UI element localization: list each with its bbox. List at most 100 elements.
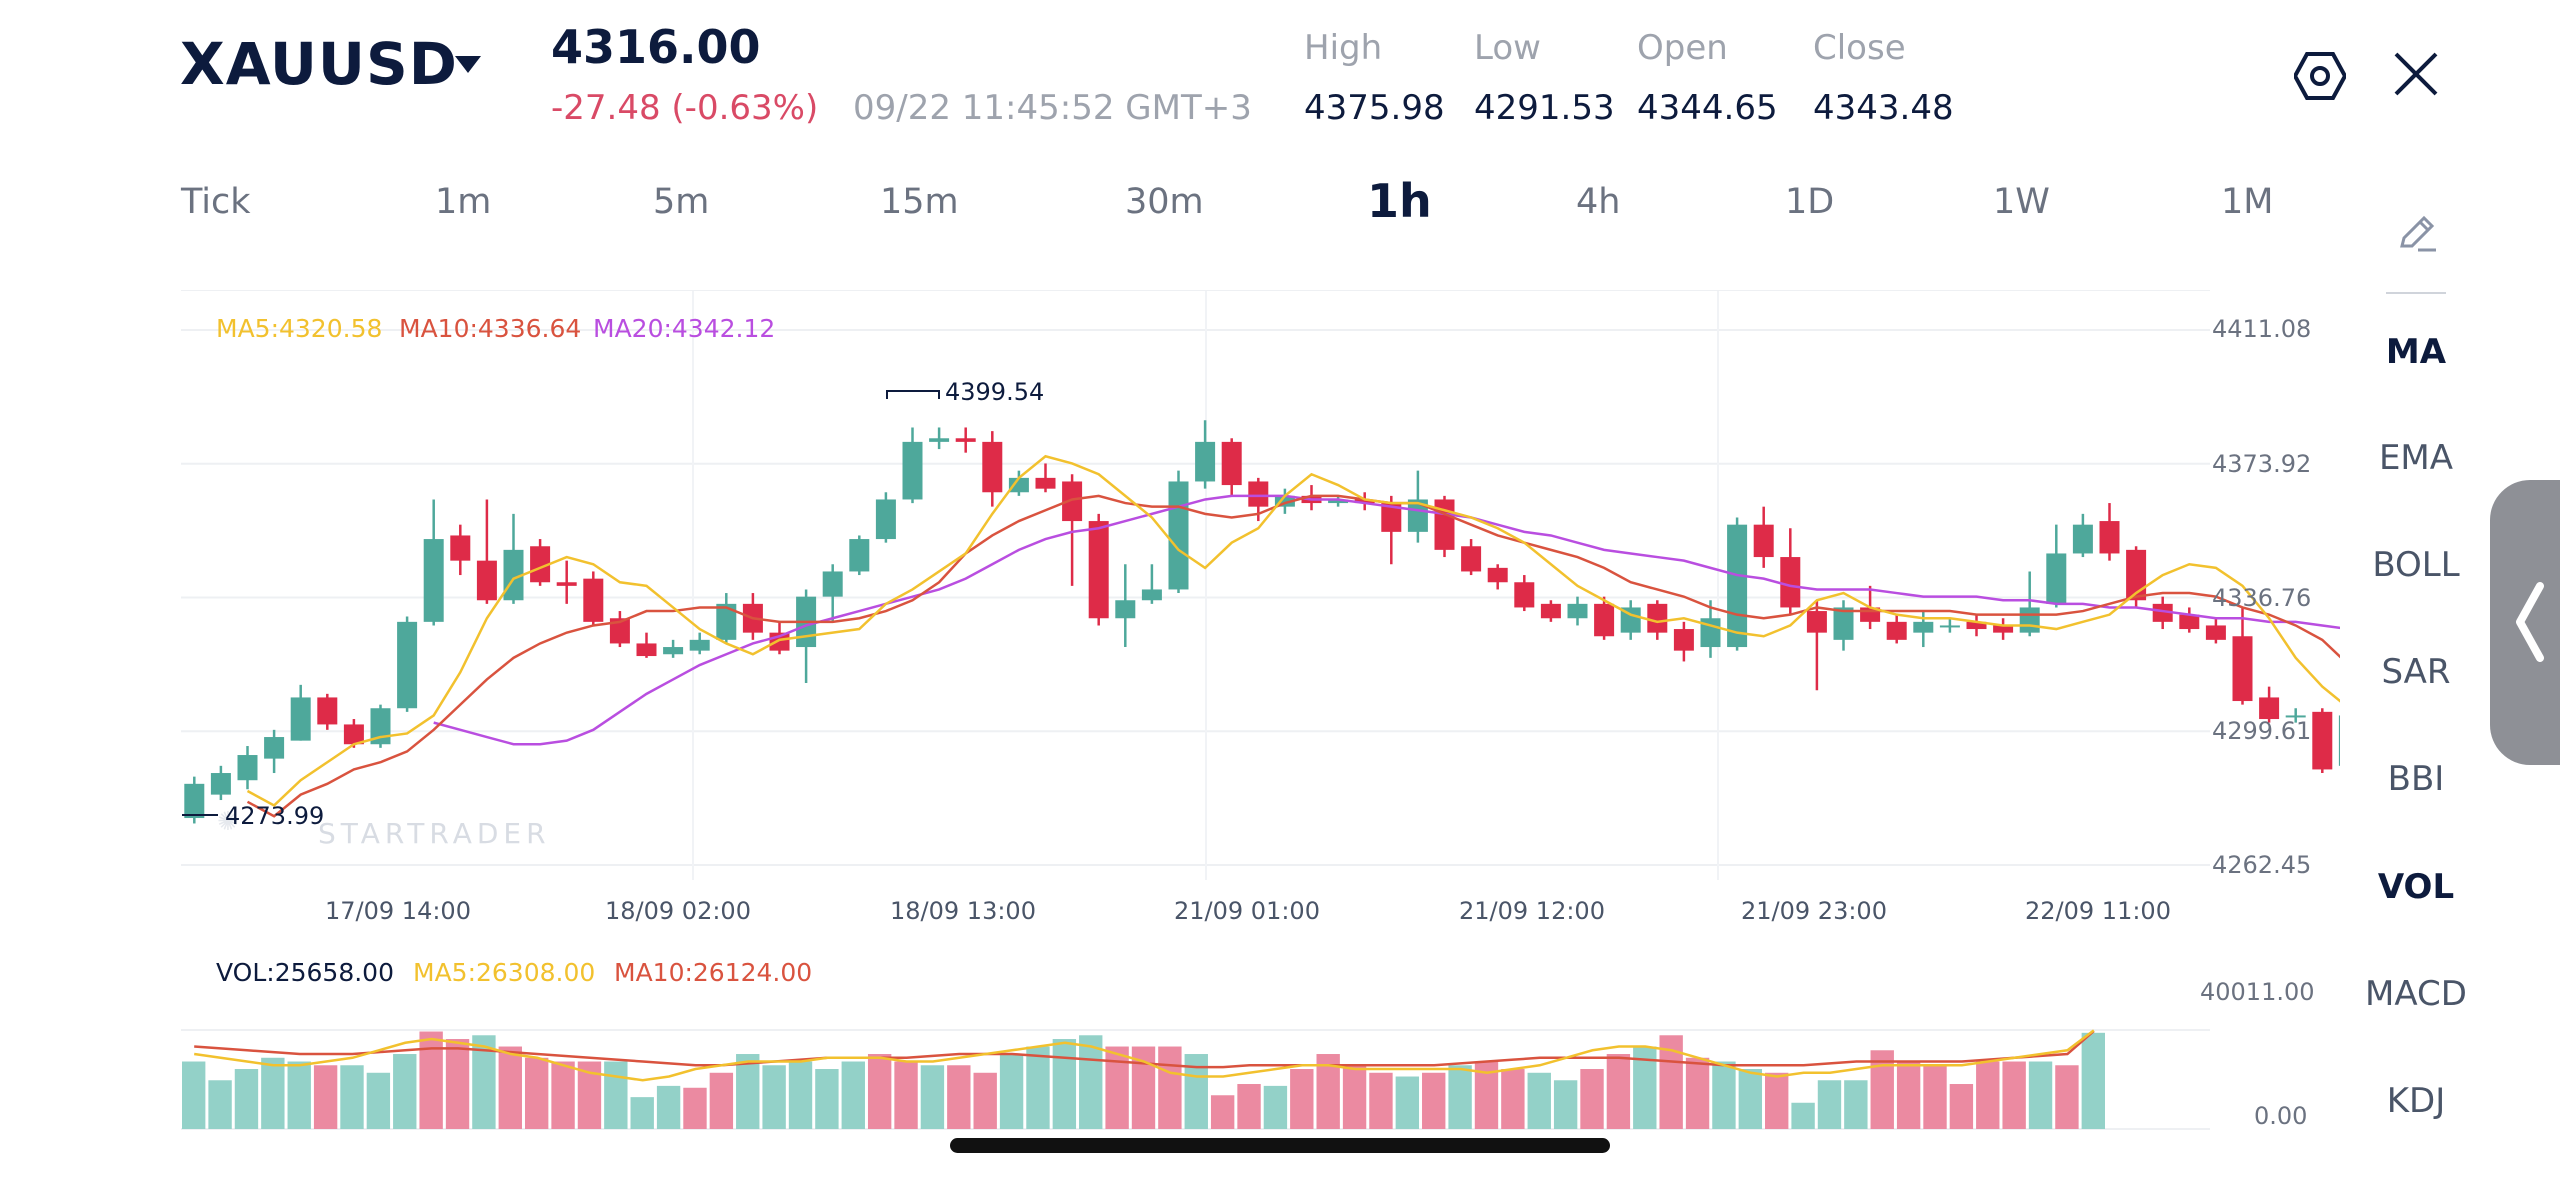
- vol-y-axis-label: 40011.00: [2200, 978, 2315, 1006]
- volume-bar: [1184, 1054, 1208, 1129]
- tab-1d[interactable]: 1D: [1785, 182, 1835, 222]
- candle: [849, 539, 870, 572]
- candle: [264, 737, 285, 759]
- symbol-selector[interactable]: XAUUSD: [180, 30, 458, 98]
- indicator-kdj[interactable]: KDJ: [2386, 1081, 2446, 1121]
- candle: [1567, 603, 1588, 619]
- tab-tick[interactable]: Tick: [181, 182, 251, 222]
- candle: [450, 535, 471, 561]
- tab-1m[interactable]: 1m: [435, 182, 492, 222]
- current-price: 4316.00: [551, 20, 761, 74]
- pencil-draw-icon[interactable]: [2396, 212, 2438, 254]
- candle: [636, 643, 657, 657]
- candlestick-chart[interactable]: STARTRADER ✺ 4399.54 4273.99: [0, 290, 2340, 900]
- svg-text:4273.99: 4273.99: [225, 802, 324, 830]
- vol-ma10-line: [194, 1030, 2095, 1069]
- volume-bar: [1263, 1085, 1288, 1129]
- volume-bar: [1448, 1065, 1472, 1129]
- candle: [716, 603, 737, 640]
- tab-5m[interactable]: 5m: [653, 182, 710, 222]
- candle: [397, 621, 418, 709]
- tab-4h[interactable]: 4h: [1576, 182, 1621, 222]
- volume-bar: [973, 1072, 997, 1129]
- x-axis-label: 22/09 11:00: [2025, 897, 2171, 925]
- indicator-ma[interactable]: MA: [2385, 332, 2447, 372]
- candle: [210, 773, 231, 795]
- hexagon-settings-icon[interactable]: [2294, 50, 2346, 102]
- candle: [1806, 611, 1827, 633]
- candle: [1115, 600, 1136, 619]
- indicator-sar[interactable]: SAR: [2381, 652, 2451, 692]
- volume-bar: [788, 1061, 813, 1129]
- close-icon[interactable]: [2392, 50, 2440, 98]
- volume-bar: [1976, 1061, 2000, 1129]
- x-axis-label: 18/09 02:00: [605, 897, 751, 925]
- vol-y-axis-label: 0.00: [2254, 1102, 2308, 1130]
- candle: [955, 438, 976, 442]
- candle: [2072, 524, 2093, 554]
- candle: [1913, 621, 1934, 633]
- candle: [1939, 625, 1960, 628]
- volume-bar: [630, 1097, 654, 1129]
- indicator-ema[interactable]: EMA: [2378, 438, 2454, 478]
- volume-bar: [261, 1057, 285, 1129]
- candle: [1328, 499, 1349, 504]
- candle: [1966, 621, 1987, 630]
- candle: [1620, 607, 1641, 633]
- volume-bar: [1553, 1080, 1578, 1129]
- svg-text:4399.54: 4399.54: [945, 378, 1044, 406]
- candle: [2259, 697, 2280, 720]
- indicator-boll[interactable]: BOLL: [2372, 545, 2460, 585]
- candle: [1673, 629, 1694, 651]
- indicator-macd[interactable]: MACD: [2365, 974, 2467, 1014]
- volume-bar: [1844, 1080, 1868, 1129]
- home-indicator[interactable]: [950, 1138, 1610, 1153]
- indicator-vol[interactable]: VOL: [2377, 867, 2455, 907]
- volume-bar: [1685, 1057, 1710, 1129]
- tab-15m[interactable]: 15m: [880, 182, 959, 222]
- volume-bar: [2055, 1065, 2079, 1129]
- volume-bar: [577, 1061, 602, 1129]
- volume-chart[interactable]: [0, 980, 2340, 1130]
- volume-bar: [1105, 1046, 1129, 1129]
- collapse-panel-handle[interactable]: [2490, 480, 2560, 765]
- candle: [1141, 589, 1162, 601]
- chevron-down-icon[interactable]: [455, 56, 481, 73]
- tab-30m[interactable]: 30m: [1125, 182, 1204, 222]
- indicator-bbi[interactable]: BBI: [2387, 759, 2445, 799]
- candle: [2019, 607, 2040, 633]
- candle: [982, 441, 1003, 493]
- volume-bar: [1474, 1061, 1499, 1129]
- candle: [2232, 636, 2253, 702]
- volume-bar: [683, 1087, 707, 1129]
- indicator-divider: [2386, 292, 2446, 294]
- volume-bar: [2002, 1061, 2026, 1129]
- candle: [1008, 477, 1029, 493]
- tab-1mo[interactable]: 1M: [2221, 182, 2274, 222]
- candle: [1993, 625, 2014, 633]
- tab-1w[interactable]: 1W: [1993, 182, 2050, 222]
- tab-1h[interactable]: 1h: [1367, 174, 1432, 228]
- volume-bar: [1606, 1054, 1631, 1129]
- ma5-line: [246, 454, 2340, 807]
- volume-bar: [1870, 1050, 1894, 1129]
- volume-bar: [604, 1061, 628, 1129]
- volume-bar: [208, 1080, 232, 1129]
- candle: [1381, 503, 1402, 532]
- volume-bar: [762, 1065, 786, 1129]
- volume-bar: [1659, 1035, 1683, 1129]
- candle: [2179, 614, 2200, 630]
- candle: [929, 438, 950, 442]
- candle: [2205, 625, 2226, 640]
- volume-bar: [1026, 1046, 1050, 1129]
- volume-bar: [1633, 1046, 1657, 1129]
- candle: [2338, 715, 2340, 766]
- volume-bar: [999, 1054, 1024, 1129]
- x-axis-label: 17/09 14:00: [325, 897, 471, 925]
- volume-bar: [313, 1065, 338, 1129]
- volume-bar: [419, 1031, 443, 1129]
- candle: [875, 499, 896, 540]
- chevron-left-icon: [2516, 582, 2544, 662]
- y-axis-label: 4299.61: [2212, 717, 2312, 745]
- candle: [1062, 481, 1083, 522]
